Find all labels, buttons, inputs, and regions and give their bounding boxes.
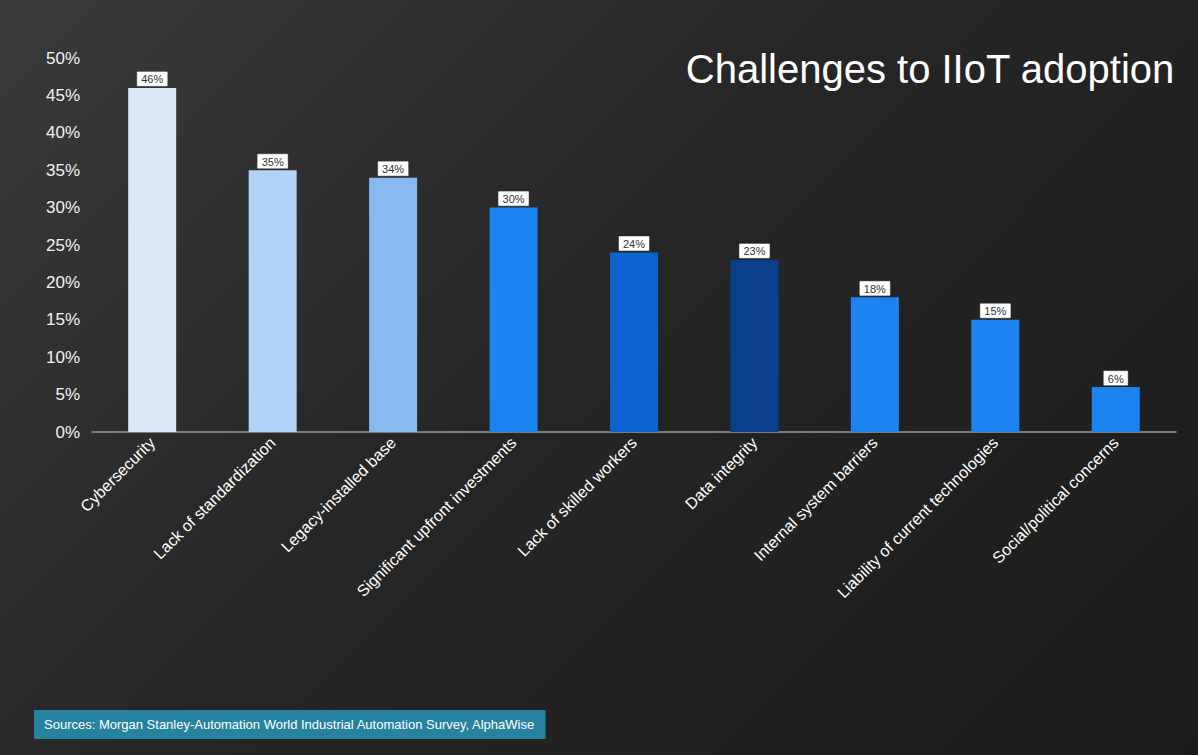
svg-text:Liability of current technolog: Liability of current technologies [834,434,1001,601]
svg-text:Data integrity: Data integrity [682,434,761,513]
svg-text:Social/political concerns: Social/political concerns [989,434,1122,567]
svg-text:Lack of skilled workers: Lack of skilled workers [514,434,640,560]
svg-text:5%: 5% [55,385,80,404]
svg-text:50%: 50% [46,49,80,68]
svg-text:10%: 10% [46,348,80,367]
svg-text:30%: 30% [46,198,80,217]
svg-text:46%: 46% [141,73,163,85]
svg-text:30%: 30% [503,193,525,205]
svg-text:23%: 23% [743,245,765,257]
svg-text:34%: 34% [382,163,404,175]
svg-text:Internal system barriers: Internal system barriers [751,434,881,564]
svg-text:15%: 15% [984,305,1006,317]
svg-text:45%: 45% [46,86,80,105]
svg-text:Significant upfront investment: Significant upfront investments [354,434,520,600]
svg-text:0%: 0% [55,423,80,442]
svg-text:6%: 6% [1108,373,1124,385]
svg-text:Lack of standardization: Lack of standardization [150,434,278,562]
svg-text:35%: 35% [46,161,80,180]
svg-text:20%: 20% [46,273,80,292]
svg-text:25%: 25% [46,236,80,255]
svg-text:35%: 35% [262,156,284,168]
svg-text:Sources: Morgan Stanley-Automa: Sources: Morgan Stanley-Automation World… [44,717,534,732]
svg-text:15%: 15% [46,310,80,329]
svg-text:40%: 40% [46,123,80,142]
svg-text:Legacy-installed base: Legacy-installed base [278,434,399,555]
svg-text:Cybersecurity: Cybersecurity [77,434,158,515]
svg-text:Challenges to IIoT adoption: Challenges to IIoT adoption [686,47,1174,91]
svg-text:18%: 18% [864,283,886,295]
svg-text:24%: 24% [623,238,645,250]
